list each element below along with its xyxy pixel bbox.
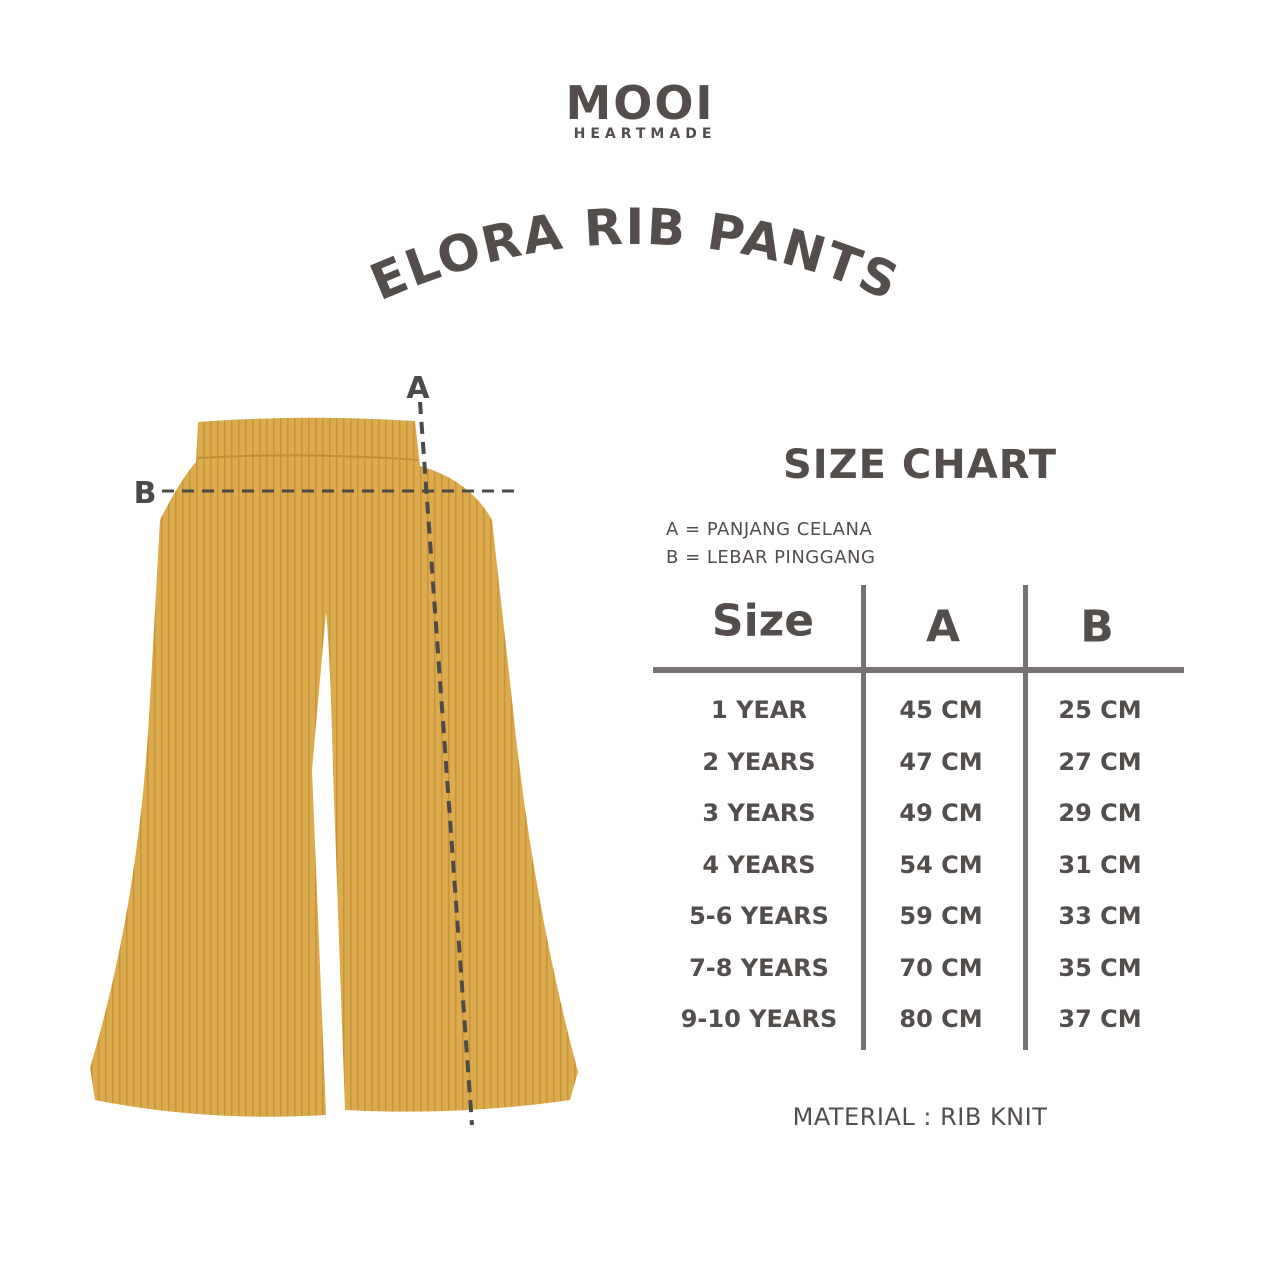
pants-image — [90, 417, 578, 1117]
header-size: Size — [711, 595, 815, 647]
size-cell: 5-6 YEARS — [689, 902, 829, 930]
size-cell: 2 YEARS — [702, 747, 816, 776]
material-note: MATERIAL : RIB KNIT — [792, 1103, 1048, 1131]
header-a: A — [925, 601, 961, 653]
product-title: ELORA RIB PANTS — [362, 198, 908, 312]
length-cell: 47 CM — [899, 747, 983, 776]
size-cell: 7-8 YEARS — [689, 953, 829, 982]
waistband-seam — [197, 454, 419, 461]
waist-cell: 29 CM — [1058, 799, 1142, 827]
column-divider — [1023, 585, 1028, 1050]
header-rule — [653, 667, 1184, 673]
legend-b: B = LEBAR PINGGANG — [666, 547, 876, 568]
waist-cell: 31 CM — [1058, 850, 1142, 879]
size-chart-title: SIZE CHART — [782, 442, 1058, 488]
legend-a: A = PANJANG CELANA — [666, 519, 873, 540]
length-cell: 59 CM — [899, 902, 983, 930]
brand-logo: MOOI — [565, 76, 715, 130]
waist-cell: 37 CM — [1058, 1005, 1142, 1033]
measure-line-a — [418, 401, 474, 1126]
length-cell: 45 CM — [899, 696, 983, 724]
waist-cell: 35 CM — [1058, 953, 1142, 982]
waist-cell: 27 CM — [1058, 747, 1142, 776]
label-b: B — [134, 476, 157, 511]
size-cell: 3 YEARS — [702, 799, 816, 827]
header-b: B — [1080, 601, 1114, 653]
waist-cell: 33 CM — [1058, 902, 1142, 930]
brand-tagline: HEARTMADE — [573, 126, 717, 142]
length-cell: 70 CM — [899, 953, 983, 982]
size-cell: 9-10 YEARS — [680, 1005, 838, 1033]
length-cell: 49 CM — [899, 799, 983, 827]
column-divider — [861, 585, 866, 1050]
size-cell: 4 YEARS — [702, 850, 816, 879]
label-a: A — [406, 371, 430, 406]
waist-cell: 25 CM — [1058, 696, 1142, 724]
product-title-text: ELORA RIB PANTS — [362, 198, 906, 312]
length-cell: 54 CM — [899, 850, 983, 879]
length-cell: 80 CM — [899, 1005, 983, 1033]
size-cell: 1 YEAR — [711, 696, 807, 724]
